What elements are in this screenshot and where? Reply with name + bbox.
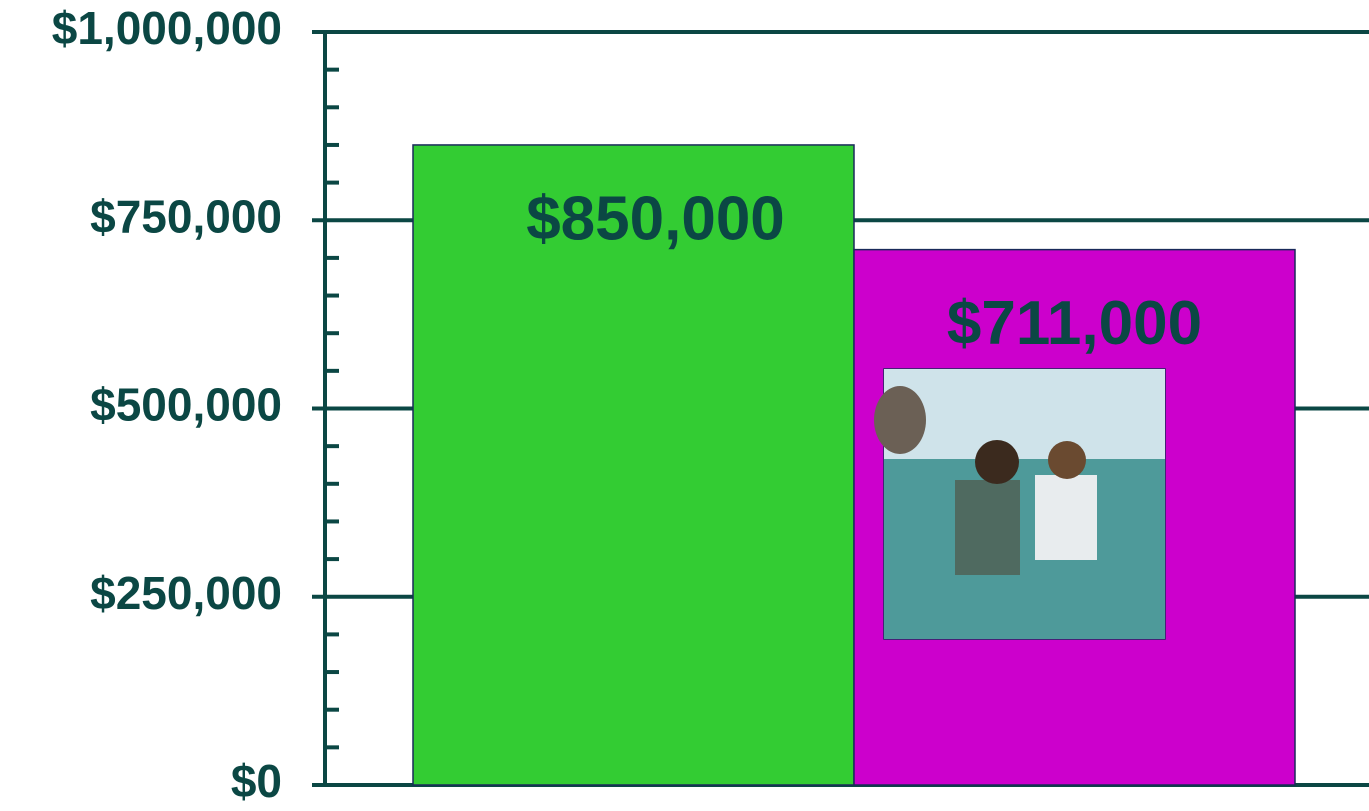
y-tick-label: $1,000,000 xyxy=(52,2,282,54)
labels: $0 $250,000 $500,000 $750,000 $1,000,000 $850… xyxy=(52,2,1202,807)
y-tick-label: $0 xyxy=(231,755,282,807)
bar xyxy=(412,144,855,786)
y-tick-label: $750,000 xyxy=(90,190,282,242)
axis xyxy=(312,30,339,787)
value-label: $850,000 xyxy=(526,184,785,253)
y-tick-label: $250,000 xyxy=(90,567,282,619)
y-tick-label: $500,000 xyxy=(90,379,282,431)
photo xyxy=(874,368,1166,640)
value-label: $711,000 xyxy=(947,289,1202,358)
